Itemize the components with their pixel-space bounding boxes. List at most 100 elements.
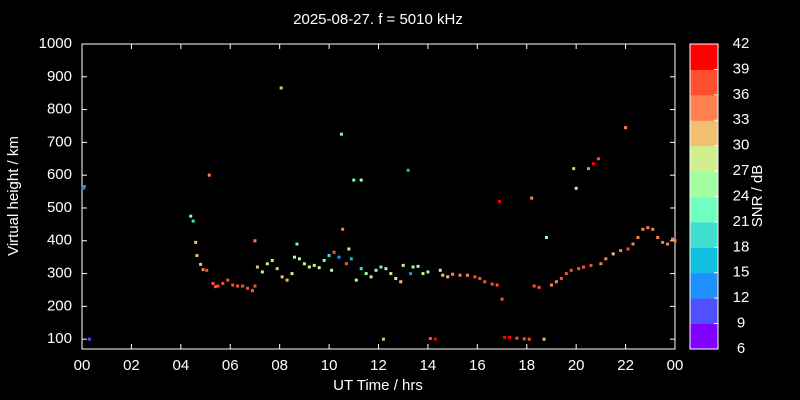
point [201,268,205,272]
colorbar-tick-label: 12 [733,289,750,306]
colorbar-segment [690,69,718,96]
colorbar-segment [690,221,718,248]
point [231,283,235,287]
point [352,178,356,182]
point [500,297,504,301]
point [327,254,331,258]
point [401,263,405,267]
point [641,227,645,231]
colorbar-tick-label: 30 [733,137,750,154]
point [503,336,507,340]
point [527,337,531,341]
point [364,272,368,276]
point [631,242,635,246]
point [428,337,432,341]
point [522,337,526,341]
point [384,267,388,271]
y-tick-label: 600 [47,166,72,183]
point [253,284,257,288]
point [349,257,353,261]
colorbar-segment [690,94,718,121]
point [458,273,462,277]
point [624,126,628,130]
point [195,254,199,258]
point [411,265,415,269]
point [265,262,269,266]
point [255,265,259,269]
colorbar-segment [690,272,718,299]
point [666,242,670,246]
point [651,227,655,231]
point [478,276,482,280]
point [495,283,499,287]
x-tick-label: 16 [469,357,486,374]
point [515,336,519,340]
point [416,264,420,268]
point [426,270,430,274]
colorbar-tick-label: 9 [737,315,745,332]
point [473,275,477,279]
x-tick-label: 06 [222,357,239,374]
point [359,267,363,271]
point [626,247,630,251]
point [295,242,299,246]
point [490,282,494,286]
point [379,265,383,269]
point [381,337,385,341]
x-tick-label: 02 [123,357,140,374]
x-tick-label: 08 [271,357,288,374]
point [307,265,311,269]
y-tick-label: 100 [47,330,72,347]
y-tick-label: 1000 [39,35,72,52]
colorbar-tick-label: 24 [733,187,750,204]
point [389,272,393,276]
point [280,275,284,279]
y-tick-label: 800 [47,101,72,118]
x-tick-label: 00 [74,357,91,374]
point [433,337,437,341]
colorbar-segment [690,145,718,172]
colorbar-segment [690,44,718,70]
point [656,235,660,239]
point [322,258,326,262]
x-tick-label: 04 [172,357,189,374]
colorbar-tick-label: 18 [733,238,750,255]
point [507,336,511,340]
point [199,262,203,266]
y-axis-label: Virtual height / km [5,136,22,256]
point [260,270,264,274]
point [302,262,306,266]
y-tick-label: 700 [47,133,72,150]
point [211,281,215,285]
x-tick-label: 18 [518,357,535,374]
point [661,240,665,244]
point [285,278,289,282]
point [81,186,85,190]
point [611,252,615,256]
point [537,285,541,289]
colorbar-segment [690,298,718,325]
point [591,162,595,166]
colorbar-tick-label: 27 [733,162,750,179]
point [582,265,586,269]
point [82,185,86,189]
point [275,267,279,271]
point [671,237,675,241]
point [441,273,445,277]
point [290,272,294,276]
point [270,258,274,262]
point [312,263,316,267]
point [369,275,373,279]
point [498,199,502,203]
point [446,275,450,279]
point [406,168,410,172]
point [344,262,348,266]
colorbar-tick-label: 21 [733,213,750,230]
point [421,272,425,276]
point [341,227,345,231]
point [241,284,245,288]
point [253,239,257,243]
point [636,235,640,239]
